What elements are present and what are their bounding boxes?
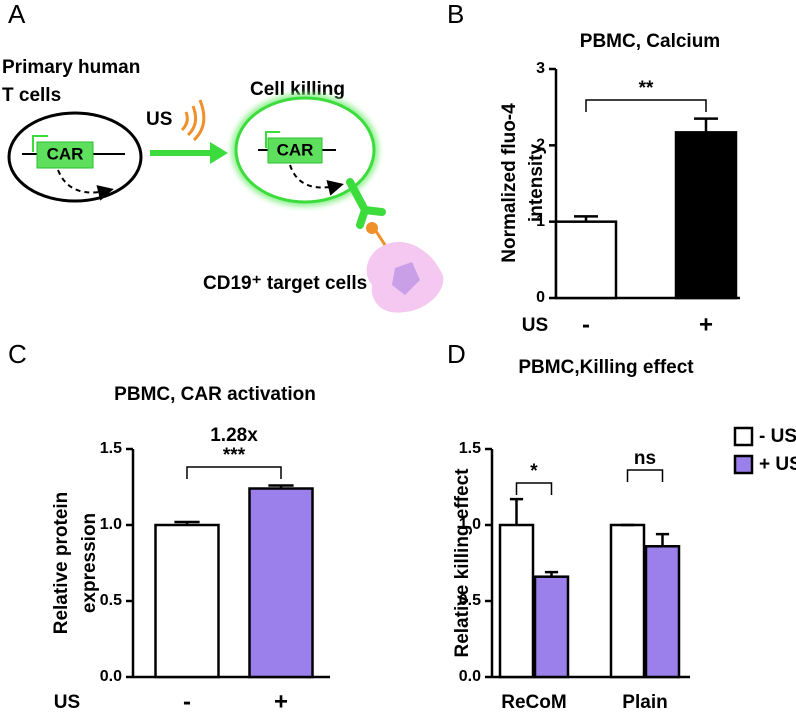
arrow-head (210, 142, 228, 164)
significance-label: *** (223, 445, 246, 466)
error-bar (655, 532, 670, 547)
chart-title: PBMC, Calcium (580, 31, 720, 52)
diagram-text: T cells (2, 85, 61, 106)
y-tick-label: 0.5 (459, 592, 481, 609)
significance-bracket (186, 466, 282, 479)
significance-bracket (585, 99, 707, 112)
y-tick-label: 1.0 (459, 516, 481, 533)
diagram-text: US (146, 109, 172, 130)
error-bar (174, 520, 200, 525)
y-tick-label: 1 (536, 213, 545, 230)
chart-title: PBMC, CAR activation (114, 384, 316, 405)
gene-box (36, 141, 94, 169)
significance-bracket (515, 482, 553, 495)
error-bar (268, 484, 294, 489)
bar (609, 523, 646, 679)
diagram-text: CAR (47, 144, 84, 163)
y-axis-label: Relative protein (51, 492, 72, 635)
bar (674, 131, 738, 300)
bar (154, 523, 220, 679)
bar (533, 575, 570, 679)
y-tick-label: 0 (536, 289, 545, 306)
panel-label: C (8, 339, 27, 369)
x-tick-label: - (183, 688, 191, 715)
significance-bracket (626, 469, 664, 482)
y-tick-label: 1.0 (100, 516, 122, 533)
chart-title: PBMC,Killing effect (518, 357, 694, 378)
significance-label: * (530, 461, 538, 482)
target-nucleus (392, 262, 420, 295)
y-tick-label: 1.5 (459, 440, 481, 457)
panel-label: D (447, 339, 466, 369)
x-tick-label: ReCoM (501, 692, 566, 713)
panel-label: A (8, 0, 26, 29)
legend-label: - US (759, 426, 796, 447)
y-axis-label: Normalized fluo-4 (499, 103, 520, 263)
y-tick-label: 0.5 (100, 592, 122, 609)
ultrasound-waves (180, 99, 206, 142)
y-axis-label: intensity (526, 144, 547, 223)
bar (644, 545, 681, 679)
x-tick-label: Plain (622, 692, 667, 713)
panel-label: B (447, 0, 464, 29)
error-bar (509, 497, 524, 525)
diagram-text: Primary human (2, 57, 140, 78)
y-axis-label: expression (79, 513, 100, 613)
ligand (366, 222, 378, 234)
diagram-text: CAR (277, 140, 314, 159)
y-tick-label: 1.5 (100, 440, 122, 457)
x-tick-label: - (582, 311, 590, 338)
promoter (32, 135, 48, 152)
significance-label: ** (639, 78, 654, 99)
y-tick-label: 2 (536, 137, 545, 154)
bar (248, 487, 314, 679)
y-axis-label: Relative killing effect (452, 468, 473, 658)
diagram-text: Cell killing (250, 79, 345, 100)
arrow (289, 164, 344, 196)
significance-label: ns (634, 448, 656, 469)
error-bar (694, 117, 718, 133)
gene-box (267, 137, 323, 164)
x-tick-label: + (274, 688, 288, 715)
x-axis-label: US (54, 692, 80, 713)
error-bar (574, 215, 598, 222)
legend-label: + US (759, 454, 796, 475)
arrow (57, 169, 114, 201)
error-bar (544, 570, 559, 577)
y-tick-label: 0.0 (459, 668, 481, 685)
bar (498, 523, 535, 679)
legend-swatch (733, 426, 754, 447)
promoter (265, 131, 280, 148)
receptor (346, 178, 386, 229)
legend-swatch (733, 454, 754, 475)
x-axis-label: US (522, 315, 548, 336)
y-tick-label: 3 (536, 60, 545, 77)
annotation: 1.28x (210, 425, 258, 446)
bar (554, 220, 618, 300)
x-tick-label: + (699, 311, 713, 338)
y-tick-label: 0.0 (100, 668, 122, 685)
diagram-text: CD19⁺ target cells (203, 273, 367, 294)
diagram: Primary human T cells CAR US Cell killin… (2, 57, 444, 313)
